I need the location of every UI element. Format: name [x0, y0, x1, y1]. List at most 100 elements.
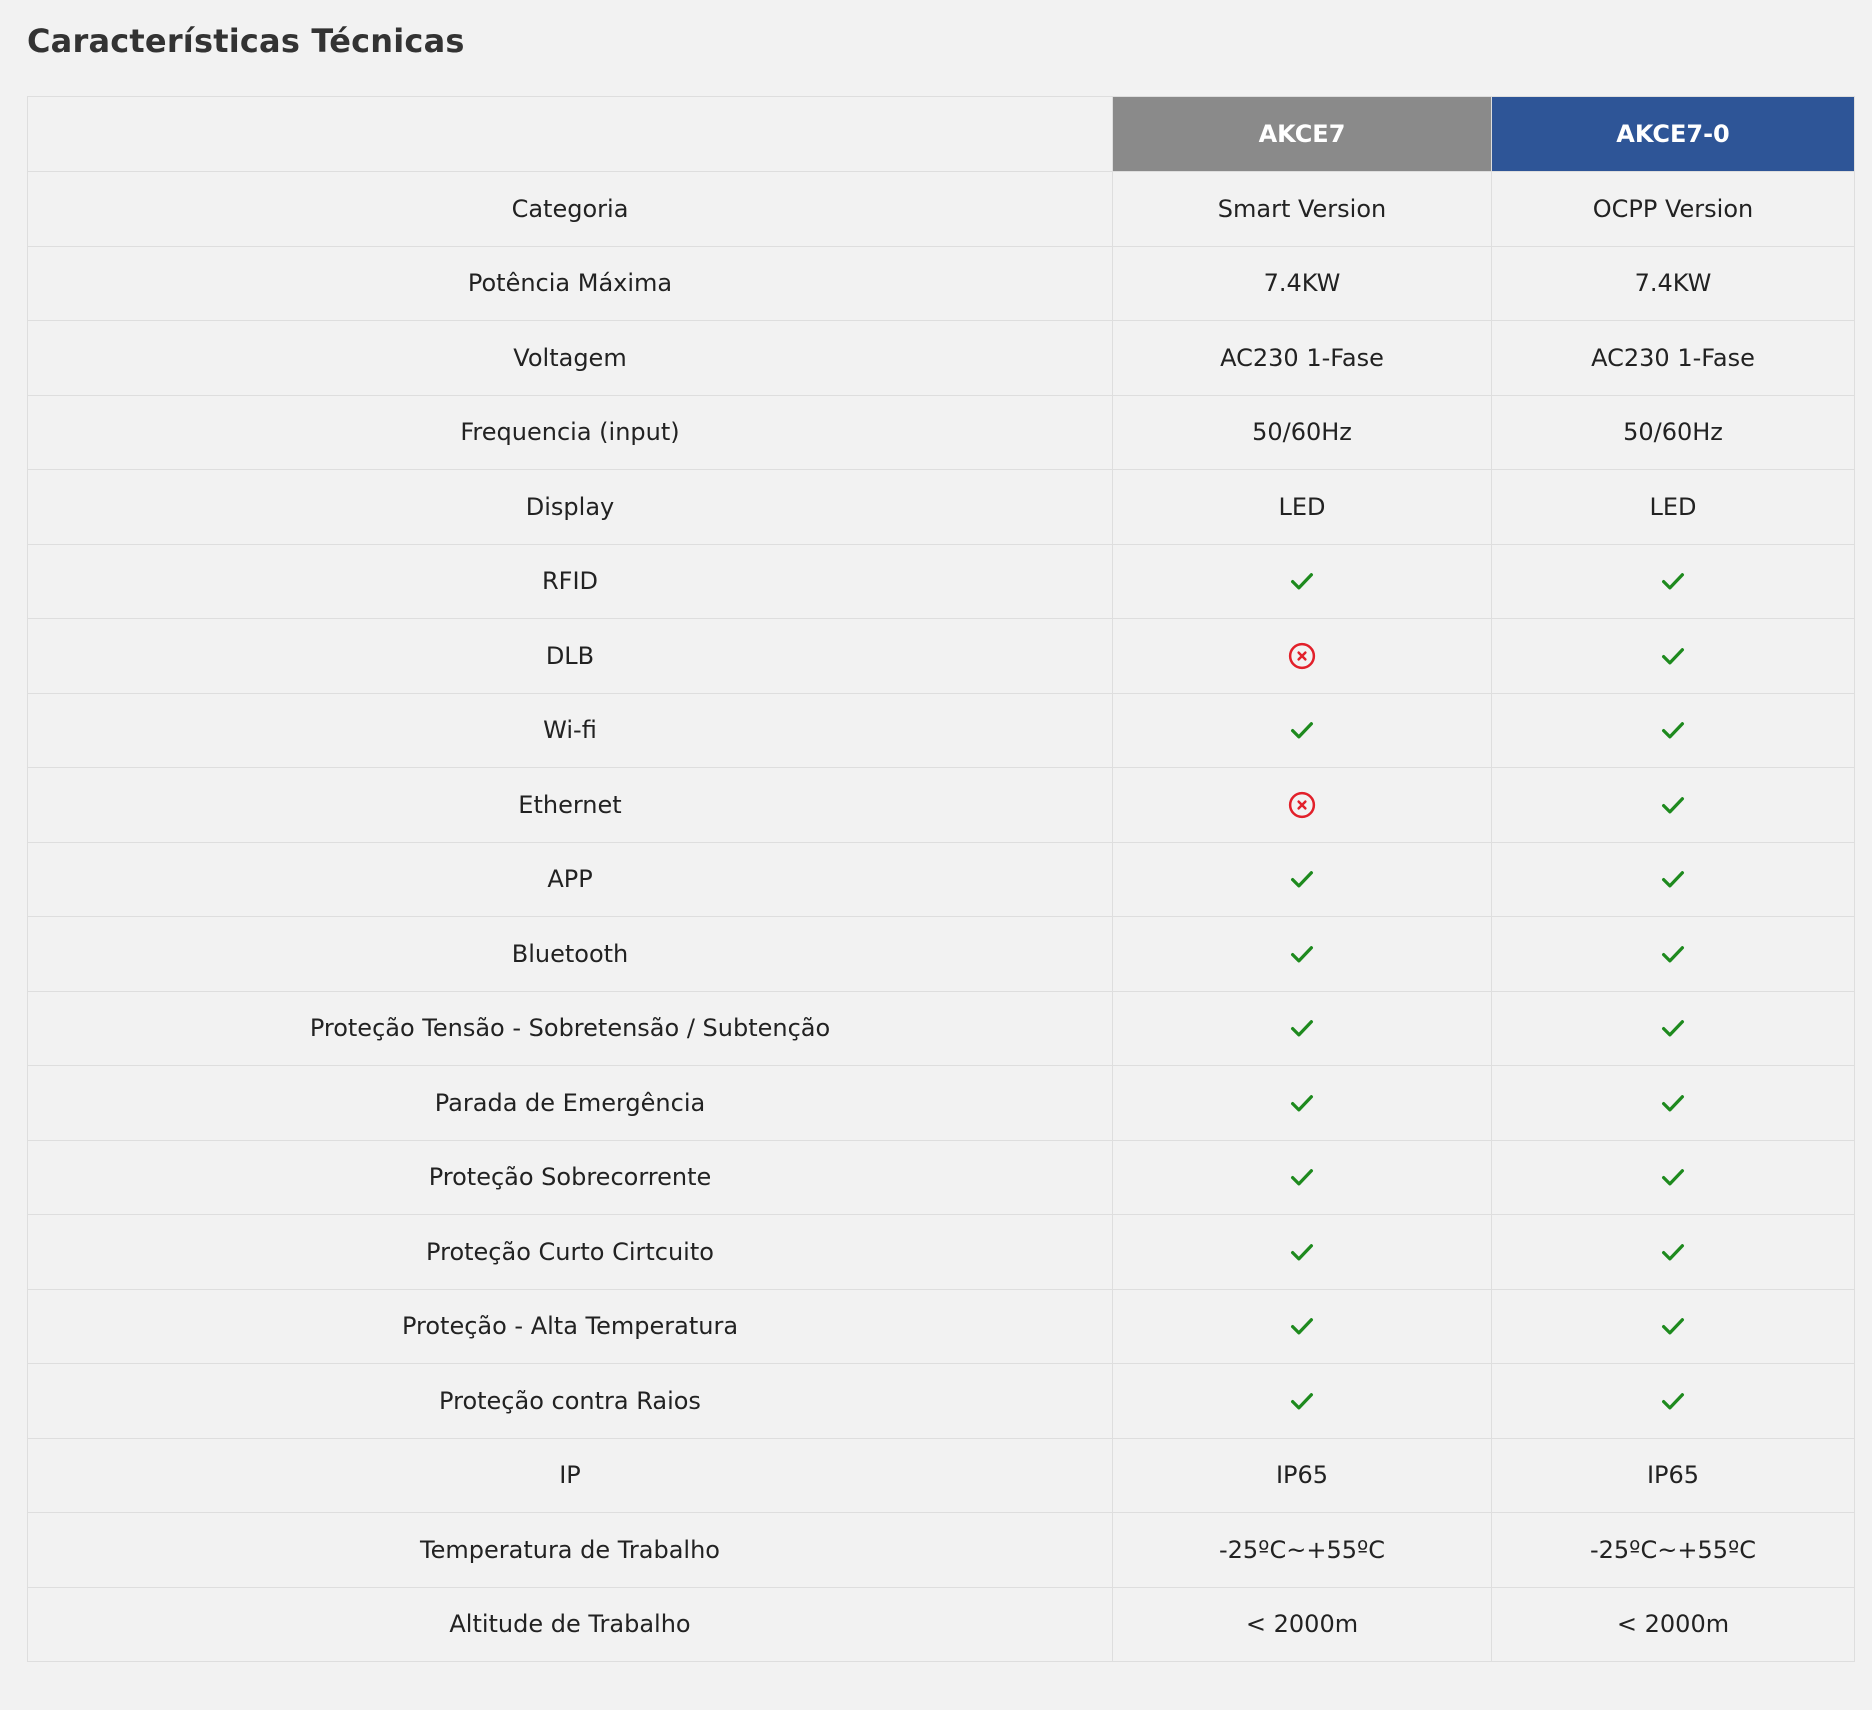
table-row: Proteção Curto Cirtcuito — [27, 1214, 1855, 1290]
value-cell-akce7: -25ºC~+55ºC — [1112, 1512, 1492, 1588]
row-label: Proteção Sobrecorrente — [27, 1139, 1113, 1215]
value-cell-akce7-0 — [1491, 692, 1855, 768]
row-label: Categoria — [27, 171, 1113, 247]
table-body: Categoria Smart Version OCPP Version Potênc… — [27, 171, 1855, 1662]
check-icon — [1662, 1318, 1684, 1335]
row-label: Proteção Curto Cirtcuito — [27, 1214, 1113, 1290]
row-label: Voltagem — [27, 320, 1113, 396]
value-cell-akce7-0 — [1491, 1363, 1855, 1439]
check-icon — [1291, 871, 1313, 888]
row-label: Proteção Tensão - Sobretensão / Subtençã… — [27, 990, 1113, 1066]
check-icon — [1662, 722, 1684, 739]
value-cell-akce7-0 — [1491, 618, 1855, 694]
value-cell-akce7: IP65 — [1112, 1437, 1492, 1513]
value-cell-akce7 — [1112, 1363, 1492, 1439]
value-cell-akce7-0: IP65 — [1491, 1437, 1855, 1513]
row-label: Frequencia (input) — [27, 394, 1113, 470]
row-label: Wi-fi — [27, 692, 1113, 768]
value-cell-akce7-0: 7.4KW — [1491, 245, 1855, 321]
value-cell-akce7-0: AC230 1-Fase — [1491, 320, 1855, 396]
table-row: Proteção contra Raios — [27, 1363, 1855, 1439]
row-label: APP — [27, 841, 1113, 917]
value-cell-akce7: Smart Version — [1112, 171, 1492, 247]
table-row: Display LED LED — [27, 469, 1855, 545]
value-cell-akce7-0 — [1491, 767, 1855, 843]
row-label: DLB — [27, 618, 1113, 694]
value-cell-akce7 — [1112, 1065, 1492, 1141]
table-row: Ethernet — [27, 767, 1855, 843]
table-row: Altitude de Trabalho < 2000m < 2000m — [27, 1586, 1855, 1662]
specs-table: AKCE7 AKCE7-0 Categoria Smart Version OCPP… — [27, 96, 1855, 1662]
value-cell-akce7-0 — [1491, 1139, 1855, 1215]
header-model-akce7-0: AKCE7-0 — [1491, 96, 1855, 172]
row-label: Altitude de Trabalho — [27, 1586, 1113, 1662]
value-cell-akce7: AC230 1-Fase — [1112, 320, 1492, 396]
value-cell-akce7 — [1112, 543, 1492, 619]
check-icon — [1662, 1392, 1684, 1410]
row-label: Proteção - Alta Temperatura — [27, 1288, 1113, 1364]
check-icon — [1662, 1169, 1684, 1186]
value-cell-akce7-0: < 2000m — [1491, 1586, 1855, 1662]
value-cell-akce7-0 — [1491, 1065, 1855, 1141]
row-label: Bluetooth — [27, 916, 1113, 992]
value-cell-akce7 — [1112, 841, 1492, 917]
row-label: Potência Máxima — [27, 245, 1113, 321]
value-cell-akce7-0 — [1491, 1214, 1855, 1290]
header-model-akce7: AKCE7 — [1112, 96, 1492, 172]
check-icon — [1291, 1392, 1313, 1410]
check-icon — [1291, 1020, 1313, 1037]
table-row: Frequencia (input) 50/60Hz 50/60Hz — [27, 394, 1855, 470]
table-row: Proteção Tensão - Sobretensão / Subtençã… — [27, 990, 1855, 1066]
check-icon — [1662, 1243, 1684, 1261]
table-row: APP — [27, 841, 1855, 917]
check-icon — [1662, 1094, 1684, 1112]
table-header-row: AKCE7 AKCE7-0 — [27, 96, 1855, 172]
value-cell-akce7 — [1112, 767, 1492, 843]
table-row: Voltagem AC230 1-Fase AC230 1-Fase — [27, 320, 1855, 396]
value-cell-akce7-0: OCPP Version — [1491, 171, 1855, 247]
check-icon — [1662, 647, 1684, 665]
row-label: Ethernet — [27, 767, 1113, 843]
check-icon — [1662, 573, 1684, 590]
check-icon — [1662, 796, 1684, 814]
table-row: DLB — [27, 618, 1855, 694]
row-label: RFID — [27, 543, 1113, 619]
x-circle-icon — [1288, 791, 1316, 818]
x-circle-icon — [1288, 642, 1316, 669]
value-cell-akce7 — [1112, 1214, 1492, 1290]
check-icon — [1662, 871, 1684, 888]
table-row: Bluetooth — [27, 916, 1855, 992]
table-row: Potência Máxima 7.4KW 7.4KW — [27, 245, 1855, 321]
value-cell-akce7 — [1112, 990, 1492, 1066]
check-icon — [1662, 945, 1684, 963]
row-label: IP — [27, 1437, 1113, 1513]
table-row: Parada de Emergência — [27, 1065, 1855, 1141]
row-label: Temperatura de Trabalho — [27, 1512, 1113, 1588]
value-cell-akce7 — [1112, 618, 1492, 694]
table-row: Temperatura de Trabalho -25ºC~+55ºC -25ºC~… — [27, 1512, 1855, 1588]
header-blank-cell — [27, 96, 1113, 172]
value-cell-akce7-0: 50/60Hz — [1491, 394, 1855, 470]
value-cell-akce7-0 — [1491, 1288, 1855, 1364]
check-icon — [1291, 945, 1313, 963]
check-icon — [1291, 722, 1313, 739]
check-icon — [1291, 573, 1313, 590]
row-label: Display — [27, 469, 1113, 545]
check-icon — [1291, 1318, 1313, 1335]
check-icon — [1291, 1243, 1313, 1261]
table-row: RFID — [27, 543, 1855, 619]
value-cell-akce7-0: LED — [1491, 469, 1855, 545]
section-title: Características Técnicas — [27, 22, 465, 60]
row-label: Proteção contra Raios — [27, 1363, 1113, 1439]
value-cell-akce7-0 — [1491, 916, 1855, 992]
check-icon — [1291, 1169, 1313, 1186]
value-cell-akce7: 7.4KW — [1112, 245, 1492, 321]
value-cell-akce7 — [1112, 1139, 1492, 1215]
check-icon — [1291, 1094, 1313, 1112]
table-row: Proteção - Alta Temperatura — [27, 1288, 1855, 1364]
value-cell-akce7 — [1112, 916, 1492, 992]
table-row: IP IP65 IP65 — [27, 1437, 1855, 1513]
row-label: Parada de Emergência — [27, 1065, 1113, 1141]
table-row: Wi-fi — [27, 692, 1855, 768]
